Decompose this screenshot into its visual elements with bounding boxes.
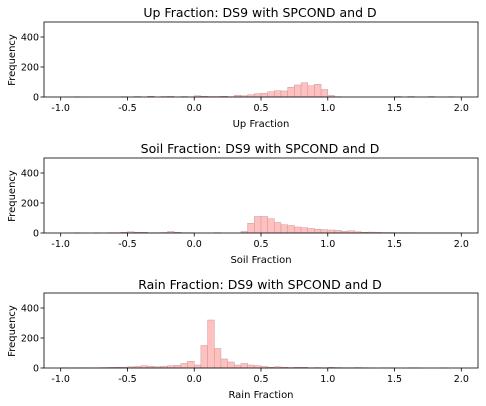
y-tick-label: 400 [21,304,39,315]
x-axis-label: Soil Fraction [230,255,291,266]
panel-soil-fraction: Soil Fraction: DS9 with SPCOND and D 0 20… [7,141,478,266]
histogram-bar [314,84,321,97]
y-tick-label: 0 [33,93,39,104]
histogram-bar [321,90,328,98]
x-tick-label: 1.5 [387,103,402,114]
x-tick-label: 2.0 [454,103,469,114]
histogram-bar [274,91,281,97]
y-axis-label: Frequency [7,34,18,86]
bars [74,217,461,234]
x-ticks: -1.0 -0.5 0.0 0.5 1.0 1.5 2.0 [51,368,468,385]
histogram-bar [254,217,261,234]
y-tick-label: 400 [21,33,39,44]
chart-title: Soil Fraction: DS9 with SPCOND and D [141,141,380,156]
x-tick-label: 2.0 [454,239,469,250]
y-tick-label: 400 [21,169,39,180]
panel-up-fraction: Up Fraction: DS9 with SPCOND and D 0 200 4… [7,5,478,130]
histogram-bar [268,219,275,233]
x-tick-label: 1.0 [320,374,335,385]
histogram-bar [248,223,255,233]
x-tick-label: -0.5 [118,239,137,250]
histogram-bar [281,91,288,97]
histogram-bar [248,365,255,368]
histogram-bar [301,228,308,233]
y-ticks: 0 200 400 [21,304,44,375]
panel-rain-fraction: Rain Fraction: DS9 with SPCOND and D 0 20… [7,277,478,401]
x-tick-label: 0.5 [253,239,268,250]
y-tick-label: 200 [21,63,39,74]
x-tick-label: 0.0 [187,374,202,385]
histogram-bar [308,86,315,97]
histogram-bar [221,359,228,368]
x-ticks: -1.0 -0.5 0.0 0.5 1.0 1.5 2.0 [51,97,468,114]
histogram-bar [181,364,188,369]
y-axis-label: Frequency [7,170,18,222]
x-tick-label: 1.0 [320,103,335,114]
histogram-bar [228,362,235,368]
x-tick-label: 0.5 [253,103,268,114]
x-ticks: -1.0 -0.5 0.0 0.5 1.0 1.5 2.0 [51,233,468,250]
x-tick-label: 1.5 [387,374,402,385]
x-axis-label: Up Fraction [233,119,290,130]
x-tick-label: -0.5 [118,103,137,114]
y-tick-label: 200 [21,334,39,345]
histogram-bar [274,223,281,234]
histogram-bar [308,229,315,234]
histogram-bar [294,85,301,97]
x-tick-label: 2.0 [454,374,469,385]
histogram-bar [288,87,295,97]
histogram-bar [188,361,195,368]
y-ticks: 0 200 400 [21,169,44,240]
x-tick-label: -1.0 [51,374,70,385]
histogram-bar [174,365,181,368]
x-tick-label: 0.0 [187,239,202,250]
histogram-bar [288,226,295,234]
histogram-bar [268,92,275,97]
bars [61,320,448,368]
histogram-bar [214,349,221,369]
histogram-bar [254,94,261,97]
x-tick-label: 0.5 [253,374,268,385]
histogram-bar [208,320,215,368]
histogram-bar [301,83,308,97]
y-tick-label: 200 [21,199,39,210]
chart-title: Rain Fraction: DS9 with SPCOND and D [138,277,382,292]
histogram-bar [261,217,268,234]
bars [74,83,455,97]
x-axis-label: Rain Fraction [228,390,293,401]
y-tick-label: 0 [33,229,39,240]
histogram-bar [314,229,321,233]
histogram-bar [261,93,268,97]
histogram-bar [234,365,241,368]
chart-title: Up Fraction: DS9 with SPCOND and D [143,5,376,20]
x-tick-label: 0.0 [187,103,202,114]
x-tick-label: -1.0 [51,103,70,114]
x-tick-label: -1.0 [51,239,70,250]
y-tick-label: 0 [33,364,39,375]
y-ticks: 0 200 400 [21,33,44,104]
histogram-bar [281,225,288,233]
x-tick-label: 1.0 [320,239,335,250]
histogram-bar [294,227,301,233]
histogram-bar [328,230,335,233]
histogram-bar [241,364,248,369]
histogram-bar [194,365,201,368]
histogram-bar [201,346,208,369]
histogram-bar [321,230,328,233]
axes-frame [44,293,478,368]
x-tick-label: -0.5 [118,374,137,385]
y-axis-label: Frequency [7,305,18,357]
histogram-bar [334,230,341,233]
axes-frame [44,22,478,97]
x-tick-label: 1.5 [387,239,402,250]
